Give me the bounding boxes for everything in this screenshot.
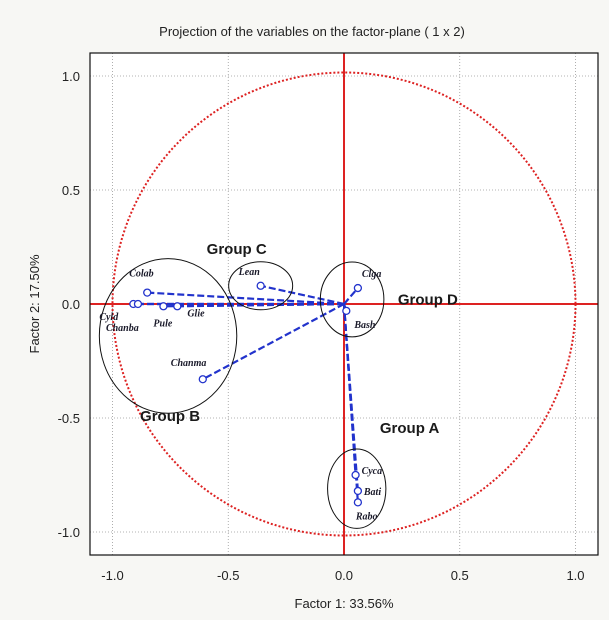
point-clga [353, 283, 363, 293]
y-tick-label: -1.0 [58, 525, 80, 540]
label-chanba: Chanba [106, 323, 139, 334]
chart-title: Projection of the variables on the facto… [159, 24, 465, 39]
point-bati [353, 486, 363, 496]
x-tick-label: -1.0 [101, 568, 123, 583]
point-chanba [133, 299, 143, 309]
plot-frame [89, 52, 599, 556]
ellipse-group-a [327, 448, 387, 529]
point-glie [173, 302, 182, 311]
point-rabo [353, 498, 363, 507]
label-colab: Colab [129, 269, 153, 280]
y-tick-label: 0.0 [62, 297, 80, 312]
y-tick-label: 0.5 [62, 183, 80, 198]
vector-lean [260, 284, 345, 306]
group-labels: Group A Group B Group C Group D [140, 241, 458, 437]
label-pule: Pule [153, 318, 172, 329]
x-axis-label: Factor 1: 33.56% [295, 596, 394, 611]
x-tick-label: -0.5 [217, 568, 239, 583]
vector-colab [147, 291, 345, 306]
point-lean [256, 281, 265, 290]
x-tick-label: 0.0 [335, 568, 353, 583]
x-tick-label: 0.5 [451, 568, 469, 583]
grid-lines [90, 53, 598, 555]
group-label-group-d: Group D [398, 291, 458, 308]
vector-clga [343, 287, 359, 305]
x-tick-label: 1.0 [566, 568, 584, 583]
label-cyca: Cyca [362, 466, 383, 477]
y-axis-label: Factor 2: 17.50% [27, 254, 42, 353]
group-label-group-a: Group A [380, 420, 440, 437]
y-tick-labels: 1.0 0.5 0.0 -0.5 -1.0 [58, 69, 80, 540]
loading-vectors [133, 284, 359, 503]
vector-rabo [342, 303, 359, 503]
y-tick-label: 1.0 [62, 69, 80, 84]
point-pule [159, 302, 168, 311]
point-chanma [198, 375, 207, 384]
vector-glie [177, 302, 345, 308]
label-cyld: Cyld [99, 312, 119, 323]
group-label-group-c: Group C [207, 241, 267, 258]
label-chanma: Chanma [171, 358, 207, 369]
y-tick-label: -0.5 [58, 411, 80, 426]
label-lean: Lean [238, 267, 261, 278]
ellipse-group-d [319, 261, 385, 338]
label-rabo: Rabo [355, 511, 378, 522]
label-bati: Bati [363, 487, 381, 498]
variable-markers [129, 281, 363, 507]
point-cyca [351, 470, 360, 480]
label-glie: Glie [187, 308, 205, 319]
vector-chanma [202, 303, 345, 381]
point-bash [342, 306, 351, 315]
ellipse-group-b [98, 258, 238, 414]
group-label-group-b: Group B [140, 408, 200, 425]
x-tick-labels: -1.0 -0.5 0.0 0.5 1.0 [101, 568, 584, 583]
label-clga: Clga [362, 269, 381, 280]
label-bash: Bash [353, 320, 376, 331]
point-colab [143, 288, 152, 297]
ellipse-group-c [228, 261, 294, 311]
group-ellipses [98, 258, 387, 529]
